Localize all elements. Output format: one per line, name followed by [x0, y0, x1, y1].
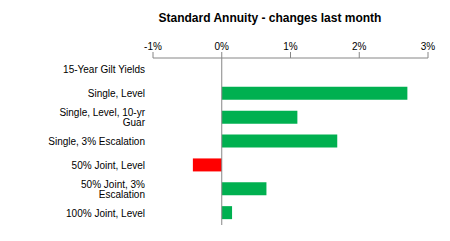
- svg-text:50% Joint, 3%Escalation: 50% Joint, 3%Escalation: [81, 179, 145, 200]
- svg-text:0%: 0%: [215, 41, 230, 52]
- svg-text:Single, 3% Escalation: Single, 3% Escalation: [48, 136, 145, 147]
- svg-text:50% Joint, Level: 50% Joint, Level: [72, 160, 145, 171]
- html-text:Standard Annuity - changes las: Standard Annuity - changes last month: [158, 11, 382, 25]
- svg-text:15-Year Gilt Yields: 15-Year Gilt Yields: [63, 64, 145, 75]
- svg-text:Single, Level: Single, Level: [88, 88, 145, 99]
- svg-text:1%: 1%: [283, 41, 298, 52]
- svg-text:2%: 2%: [352, 41, 367, 52]
- svg-text:Single, Level, 10-yrGuar: Single, Level, 10-yrGuar: [59, 107, 145, 128]
- svg-text:-1%: -1%: [144, 41, 162, 52]
- svg-text:3%: 3%: [421, 41, 436, 52]
- svg-text:100% Joint, Level: 100% Joint, Level: [66, 208, 145, 219]
